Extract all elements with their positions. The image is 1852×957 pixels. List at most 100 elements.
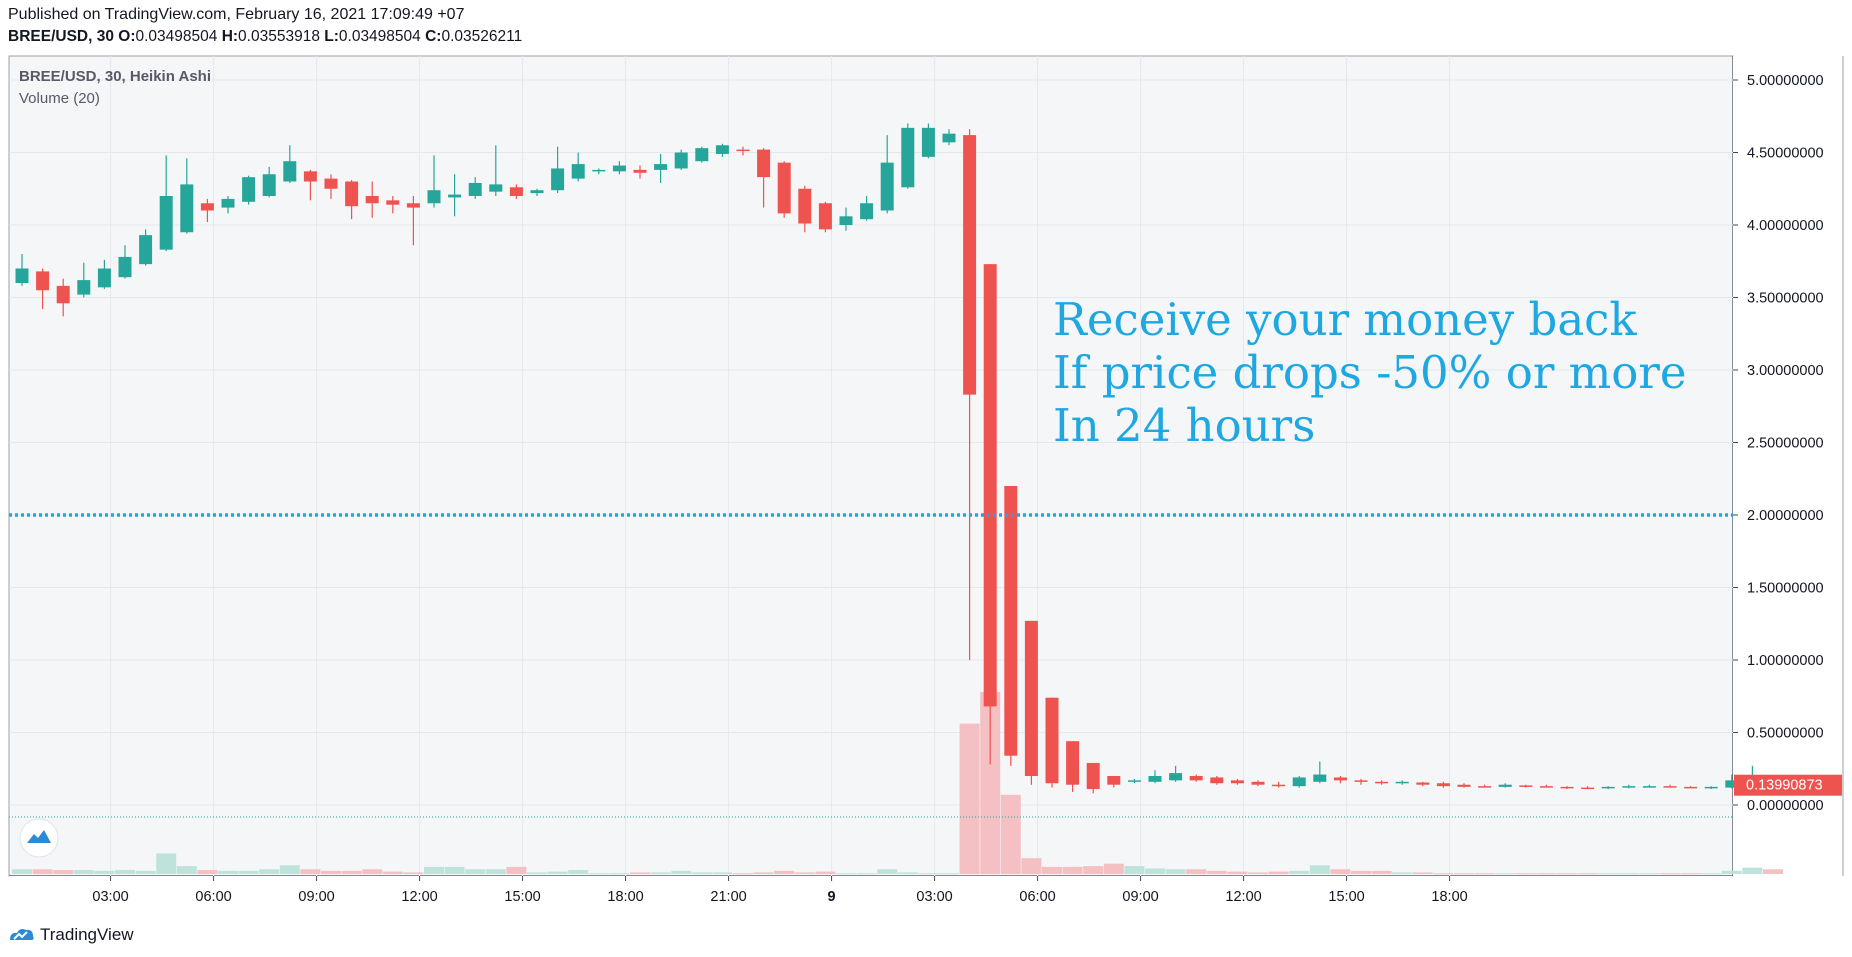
time-tick-label: 18:00 [1431,889,1467,905]
candle [77,262,91,298]
price-tick-label: 1.50000000 [1747,581,1824,597]
time-ticks: 03:00 06:00 09:00 12:00 15:00 18:00 21:00 9 03:0… [92,876,1468,905]
volume-bar [1618,873,1639,875]
time-tick-label: 06:00 [1019,889,1055,905]
price-tick-label: 0.00000000 [1747,798,1824,814]
candle [839,207,853,231]
price-tick-label: 2.50000000 [1747,436,1824,452]
volume-bar [1742,867,1763,874]
candle [1004,486,1018,766]
candle [633,165,647,179]
candles [15,123,1780,794]
candle [489,145,503,196]
plot-area[interactable] [8,55,1734,877]
volume-bar [362,869,383,874]
volume-bar [279,865,300,874]
candle [1416,781,1430,787]
annotation-line: If price drops -50% or more [1053,346,1687,399]
volume-bar [1680,873,1701,875]
candle [324,174,338,199]
candle [283,145,297,183]
candle [139,229,153,266]
candle [1601,786,1615,790]
footer-brand: TradingView [40,925,134,944]
candle [1107,776,1121,788]
volume-bar [650,872,671,874]
time-tick-label: 18:00 [607,889,643,905]
candle [1684,786,1698,789]
volume-bar [712,872,733,874]
candle [880,135,894,214]
candle [1395,780,1409,785]
volume-bar [12,869,32,874]
volume-bar [1536,873,1557,875]
published-line: Published on TradingView.com, February 1… [8,6,465,23]
cloud-icon [27,830,51,843]
time-tick-label: 15:00 [1328,889,1364,905]
candle [1725,774,1739,789]
candle [97,259,111,289]
tradingview-logo-button[interactable] [19,818,59,858]
candle [180,158,194,234]
volume-bar [1598,873,1619,875]
candle [427,155,441,208]
chart-title: BREE/USD, 30, Heikin Ashi [19,68,211,85]
volume-bar [1000,794,1021,874]
candle [757,148,771,208]
volume-bar [1557,873,1577,875]
time-tick-label: 12:00 [1225,889,1261,905]
ohlc-line: BREE/USD, 30 O:0.03498504 H:0.03553918 L… [8,28,522,46]
volume-bar [1309,865,1330,874]
price-tick-label: 1.00000000 [1747,653,1824,669]
candle [736,146,750,156]
candle [901,123,915,189]
candle [242,175,256,205]
volume-bar [1083,866,1104,874]
volume-bar [259,869,280,874]
high-value: 0.03553918 [238,28,320,45]
candle [118,245,132,279]
candle [36,268,50,310]
price-tick-label: 3.50000000 [1747,291,1824,307]
volume-bar [135,870,156,874]
candle [1127,778,1141,784]
candle [983,264,997,765]
candle [1086,762,1100,794]
time-axis[interactable] [9,876,1733,910]
volume-bar [1227,871,1248,874]
volume-bar [341,870,362,874]
volume-bar [856,873,877,875]
volume-bar [959,723,980,874]
volume-bar [300,869,321,874]
volume-bar [1639,873,1660,875]
tradingview-icon [10,929,34,940]
candle [1292,776,1306,788]
candle [1045,697,1059,788]
volume-bar [485,869,506,874]
volume-bar [733,873,753,875]
volume-bar [238,870,259,874]
time-tick-label: 09:00 [1122,889,1158,905]
close-value: 0.03526211 [441,28,523,45]
price-axis[interactable] [1733,56,1843,876]
time-tick-label: 9 [828,889,836,905]
candle [262,167,276,198]
volume-bar [794,872,815,874]
candle [406,196,420,246]
volume-bar [424,866,444,874]
candle [1066,741,1080,792]
candle [654,153,668,183]
volume-bar [115,870,135,874]
candle [303,169,317,201]
volume-bar [1268,871,1289,874]
candle [1189,774,1203,782]
candle [798,185,812,233]
candle [1539,784,1553,788]
volume-bar [1392,872,1413,874]
candle [1333,776,1347,784]
volume-bar [1454,873,1474,875]
candle [921,123,935,159]
volume-bar [197,870,218,874]
